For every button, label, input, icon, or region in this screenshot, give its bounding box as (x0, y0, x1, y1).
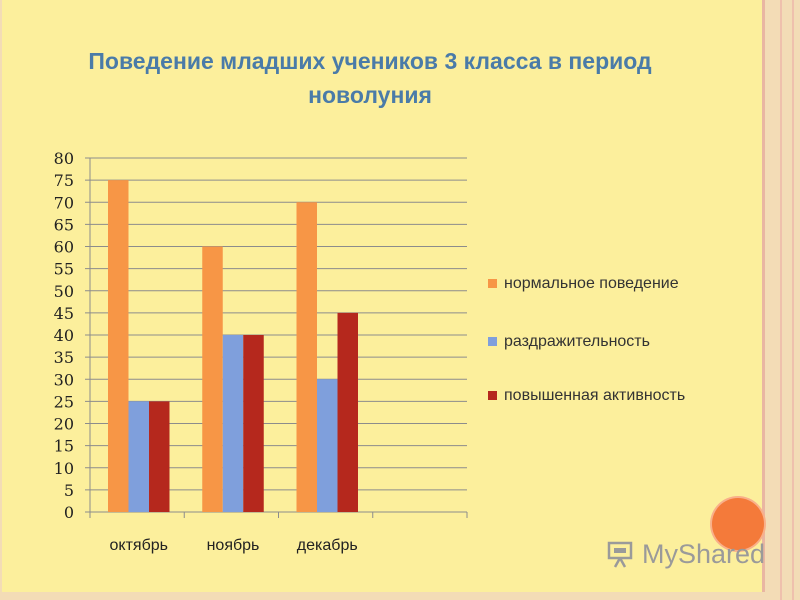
y-tick-label: 45 (54, 304, 74, 323)
y-tick-label: 70 (54, 193, 74, 212)
legend-swatch-normal (488, 279, 497, 288)
x-tick-label: декабрь (297, 537, 358, 554)
y-tick-label: 55 (54, 260, 74, 279)
legend-item-irritability: раздражительность (488, 331, 694, 353)
bar (296, 202, 317, 512)
bar (108, 180, 129, 512)
y-tick-label: 20 (54, 415, 74, 434)
decorative-circle (712, 498, 764, 550)
legend-label-normal: нормальное поведение (504, 275, 679, 292)
y-tick-label: 0 (64, 503, 74, 522)
y-axis-ticks: 0 5 10 15 20 25 30 35 40 45 50 55 60 65 70 75 80 (54, 149, 74, 522)
legend-item-activity: повышенная активность (488, 385, 694, 407)
gridlines (85, 157, 468, 518)
watermark-text: MyShared (642, 538, 766, 569)
slide-edge-decoration (780, 0, 794, 600)
bar (128, 401, 149, 512)
bar (243, 335, 264, 512)
legend-swatch-irritability (488, 337, 497, 346)
y-tick-label: 80 (54, 149, 74, 168)
bar (222, 335, 244, 512)
bars (108, 180, 358, 512)
legend-label-irritability: раздражительность (504, 333, 650, 350)
y-tick-label: 65 (54, 215, 74, 234)
y-tick-label: 75 (54, 171, 74, 190)
y-tick-label: 50 (54, 282, 74, 301)
y-tick-label: 35 (54, 348, 74, 367)
y-tick-label: 15 (54, 437, 74, 456)
bar (202, 246, 223, 512)
x-tick-label: октябрь (110, 537, 168, 554)
legend-label-activity: повышенная активность (504, 387, 686, 404)
bar (337, 312, 358, 512)
chart-title: Поведение младших учеников 3 класса в пе… (88, 48, 652, 108)
y-tick-label: 60 (54, 238, 74, 257)
watermark: MyShared (606, 537, 765, 571)
presentation-board-icon (607, 541, 633, 568)
x-tick-label: ноябрь (207, 537, 260, 554)
legend-item-normal: нормальное поведение (488, 273, 694, 295)
y-tick-label: 25 (54, 392, 74, 411)
y-tick-label: 40 (54, 326, 74, 345)
bar (149, 401, 170, 512)
bar (317, 379, 338, 512)
y-tick-label: 30 (54, 370, 74, 389)
y-tick-label: 10 (54, 459, 74, 478)
x-axis-ticks: октябрь ноябрь декабрь (110, 537, 358, 554)
legend-swatch-activity (488, 391, 497, 400)
y-tick-label: 5 (64, 481, 74, 500)
